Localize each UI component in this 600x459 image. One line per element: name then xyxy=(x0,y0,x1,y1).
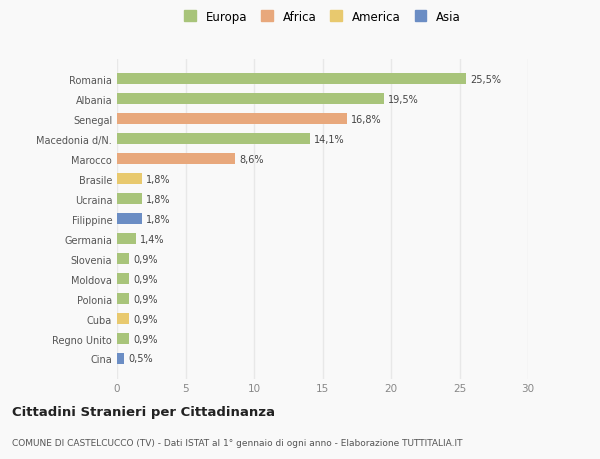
Bar xyxy=(117,94,384,105)
Bar xyxy=(117,274,130,285)
Bar xyxy=(117,214,142,224)
Text: 0,9%: 0,9% xyxy=(133,294,158,304)
Bar xyxy=(117,333,130,344)
Text: 0,5%: 0,5% xyxy=(128,354,152,364)
Bar xyxy=(117,114,347,125)
Text: COMUNE DI CASTELCUCCO (TV) - Dati ISTAT al 1° gennaio di ogni anno - Elaborazion: COMUNE DI CASTELCUCCO (TV) - Dati ISTAT … xyxy=(12,438,463,447)
Bar xyxy=(117,253,130,264)
Text: 14,1%: 14,1% xyxy=(314,134,345,145)
Bar xyxy=(117,353,124,364)
Text: 19,5%: 19,5% xyxy=(388,95,419,105)
Bar xyxy=(117,154,235,165)
Legend: Europa, Africa, America, Asia: Europa, Africa, America, Asia xyxy=(182,8,463,26)
Text: 16,8%: 16,8% xyxy=(351,115,382,124)
Text: 1,4%: 1,4% xyxy=(140,234,165,244)
Bar xyxy=(117,293,130,304)
Text: 1,8%: 1,8% xyxy=(146,174,170,185)
Bar xyxy=(117,134,310,145)
Bar xyxy=(117,313,130,325)
Text: 25,5%: 25,5% xyxy=(470,75,502,84)
Bar xyxy=(117,194,142,205)
Text: 0,9%: 0,9% xyxy=(133,274,158,284)
Text: 1,8%: 1,8% xyxy=(146,214,170,224)
Bar xyxy=(117,234,136,245)
Text: 0,9%: 0,9% xyxy=(133,314,158,324)
Text: 8,6%: 8,6% xyxy=(239,154,263,164)
Bar xyxy=(117,74,466,85)
Text: Cittadini Stranieri per Cittadinanza: Cittadini Stranieri per Cittadinanza xyxy=(12,405,275,419)
Text: 1,8%: 1,8% xyxy=(146,194,170,204)
Bar xyxy=(117,174,142,185)
Text: 0,9%: 0,9% xyxy=(133,334,158,344)
Text: 0,9%: 0,9% xyxy=(133,254,158,264)
